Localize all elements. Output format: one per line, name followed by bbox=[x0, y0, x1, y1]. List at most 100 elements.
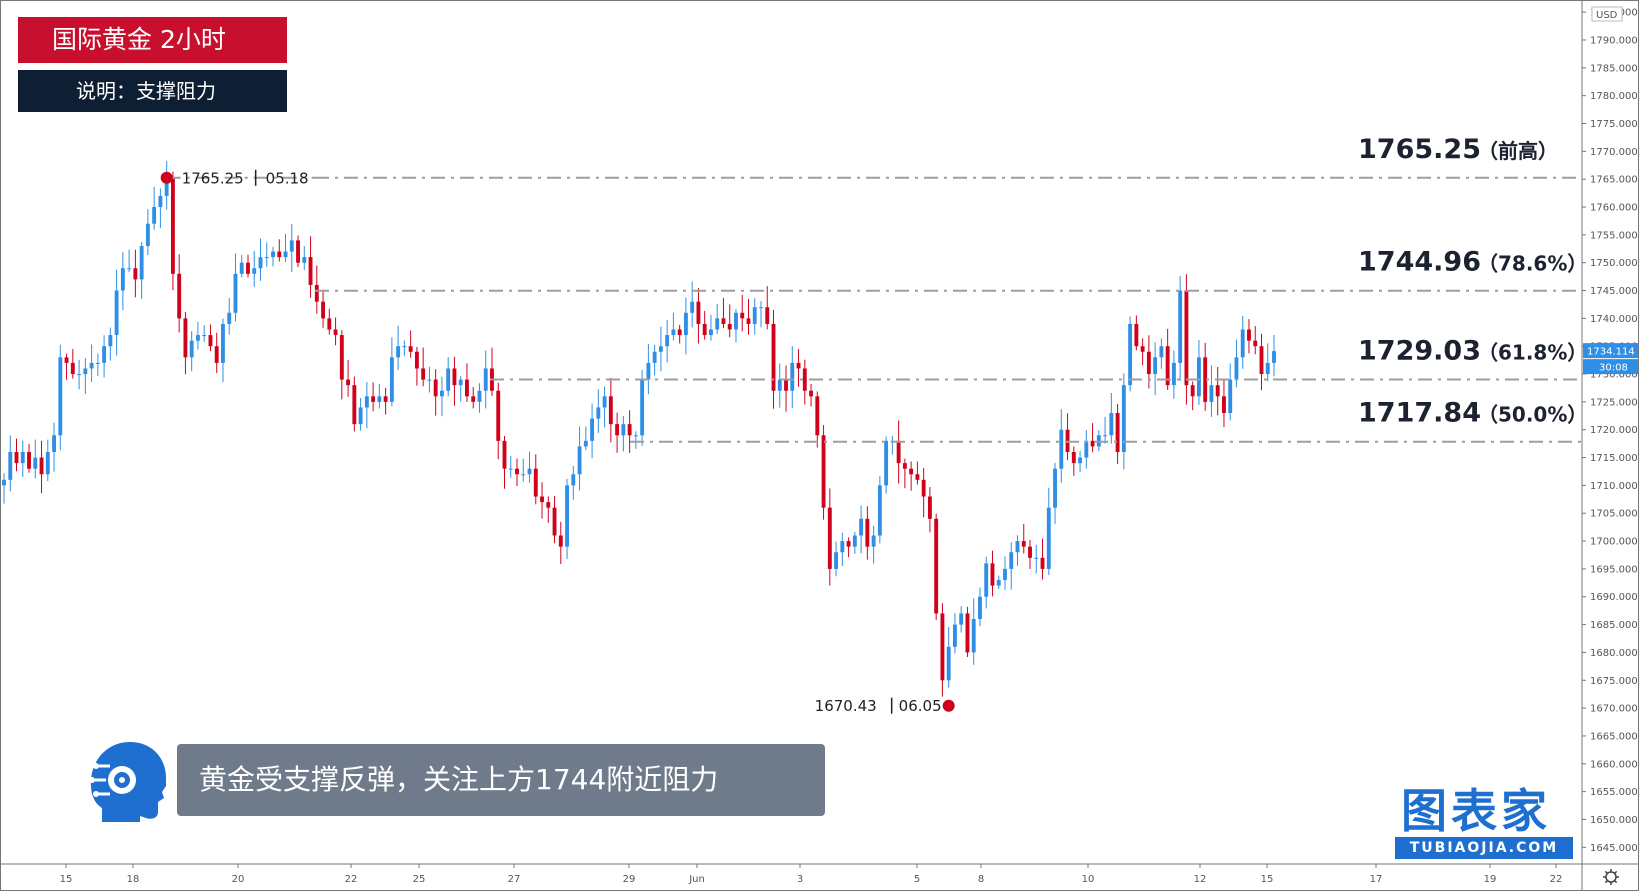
candle-body bbox=[108, 335, 113, 347]
level-value: 1744.96 bbox=[1358, 247, 1481, 278]
price-tick-label: 1780.000 bbox=[1590, 91, 1638, 102]
time-tick-label: 22 bbox=[345, 874, 358, 885]
price-tick-label: 1765.000 bbox=[1590, 175, 1638, 186]
candle-body bbox=[715, 318, 720, 330]
candle-body bbox=[302, 257, 307, 263]
candle-body bbox=[1115, 413, 1120, 452]
countdown-label: 30:08 bbox=[1599, 363, 1628, 374]
candle-body bbox=[14, 451, 19, 464]
candle-body bbox=[214, 346, 219, 363]
settings-gear-icon[interactable] bbox=[1603, 869, 1619, 885]
time-axis[interactable]: 15 18 20 22 25 27 29 Jun 3 5 8 10 12 15 17 19 22 bbox=[60, 864, 1619, 885]
candle-body bbox=[465, 379, 469, 397]
candle-body bbox=[809, 390, 813, 397]
time-tick-label: 25 bbox=[413, 874, 426, 885]
candle-body bbox=[70, 362, 75, 375]
candle-body bbox=[959, 613, 964, 625]
extreme-annotations: 1765.25 05.18 1670.43 06.05 bbox=[160, 169, 955, 715]
time-tick-label: 12 bbox=[1194, 874, 1207, 885]
candle-body bbox=[127, 268, 132, 270]
price-tick-label: 1685.000 bbox=[1590, 620, 1638, 631]
candle-body bbox=[77, 374, 82, 376]
low-price-label: 1670.43 bbox=[815, 697, 877, 715]
price-tick-label: 1740.000 bbox=[1590, 314, 1638, 325]
time-tick-label: 5 bbox=[914, 874, 920, 885]
candle-body bbox=[170, 177, 175, 274]
candle-body bbox=[934, 518, 939, 614]
candle-body bbox=[1028, 546, 1032, 558]
candle-body bbox=[308, 257, 313, 285]
candle-body bbox=[821, 435, 826, 508]
candle-body bbox=[727, 323, 732, 330]
candle-body bbox=[52, 435, 56, 452]
candle-body bbox=[978, 596, 982, 620]
candle-body bbox=[834, 552, 839, 569]
candle-body bbox=[827, 507, 832, 569]
candle-body bbox=[734, 312, 738, 330]
candle-body bbox=[1253, 340, 1258, 347]
currency-label: USD bbox=[1596, 10, 1618, 21]
candle-body bbox=[145, 223, 150, 246]
candle-body bbox=[1015, 541, 1020, 553]
candle-body bbox=[515, 468, 519, 475]
chart-title: 国际黄金 2小时 bbox=[18, 17, 287, 63]
candle-body bbox=[896, 440, 901, 464]
candle-body bbox=[784, 379, 788, 391]
time-tick-label: 15 bbox=[1261, 874, 1274, 885]
candle-body bbox=[996, 580, 1001, 586]
candle-body bbox=[421, 368, 426, 380]
candle-body bbox=[946, 646, 951, 681]
low-date-label: 06.05 bbox=[899, 697, 942, 715]
price-tick-label: 1790.000 bbox=[1590, 35, 1638, 46]
candle-body bbox=[602, 396, 607, 408]
candle-body bbox=[221, 323, 225, 363]
candle-body bbox=[183, 318, 188, 358]
candle-body bbox=[865, 518, 870, 547]
candle-body bbox=[646, 362, 651, 380]
time-tick-label: 22 bbox=[1550, 874, 1563, 885]
candle-body bbox=[1034, 557, 1039, 559]
level-value: 1729.03 bbox=[1358, 335, 1481, 366]
price-axis[interactable]: 1645.000 1650.000 1655.000 1660.000 1665.000… bbox=[1582, 6, 1638, 854]
high-marker bbox=[160, 171, 173, 184]
candle-body bbox=[709, 329, 713, 336]
candle-body bbox=[1046, 507, 1051, 569]
gear-tooth bbox=[1614, 870, 1618, 874]
time-tick-label: 19 bbox=[1484, 874, 1497, 885]
price-tick-label: 1695.000 bbox=[1590, 564, 1638, 575]
candle-body bbox=[1078, 457, 1082, 464]
candle-body bbox=[1040, 557, 1045, 569]
candle-body bbox=[1009, 552, 1014, 569]
candle-body bbox=[1196, 357, 1201, 397]
candle-body bbox=[271, 251, 275, 258]
candle-body bbox=[333, 329, 338, 336]
candle-body bbox=[396, 346, 401, 358]
candle-body bbox=[846, 541, 851, 547]
candle-body bbox=[677, 329, 682, 336]
candle-body bbox=[1071, 451, 1076, 464]
candle-body bbox=[927, 496, 932, 519]
candle-body bbox=[45, 451, 50, 475]
candle-body bbox=[665, 335, 670, 347]
candle-body bbox=[571, 474, 576, 486]
candle-body bbox=[289, 240, 294, 252]
price-tick-label: 1705.000 bbox=[1590, 509, 1638, 520]
candle-body bbox=[771, 323, 776, 391]
candle-body bbox=[552, 507, 557, 536]
brand-url: TUBIAOJIA.COM bbox=[1395, 837, 1573, 859]
brand-name: 图表家 bbox=[1401, 784, 1551, 838]
candle-body bbox=[621, 424, 626, 436]
candle-body bbox=[984, 563, 989, 597]
candle-body bbox=[540, 496, 544, 503]
candle-body bbox=[133, 268, 138, 280]
candle-body bbox=[364, 396, 369, 408]
candle-body bbox=[120, 268, 125, 291]
candle-body bbox=[427, 379, 432, 381]
candle-body bbox=[277, 251, 282, 258]
price-tick-label: 1700.000 bbox=[1590, 537, 1638, 548]
candle-body bbox=[1215, 385, 1220, 397]
candle-body bbox=[95, 362, 100, 364]
candle-body bbox=[64, 357, 69, 363]
candle-body bbox=[546, 502, 551, 508]
